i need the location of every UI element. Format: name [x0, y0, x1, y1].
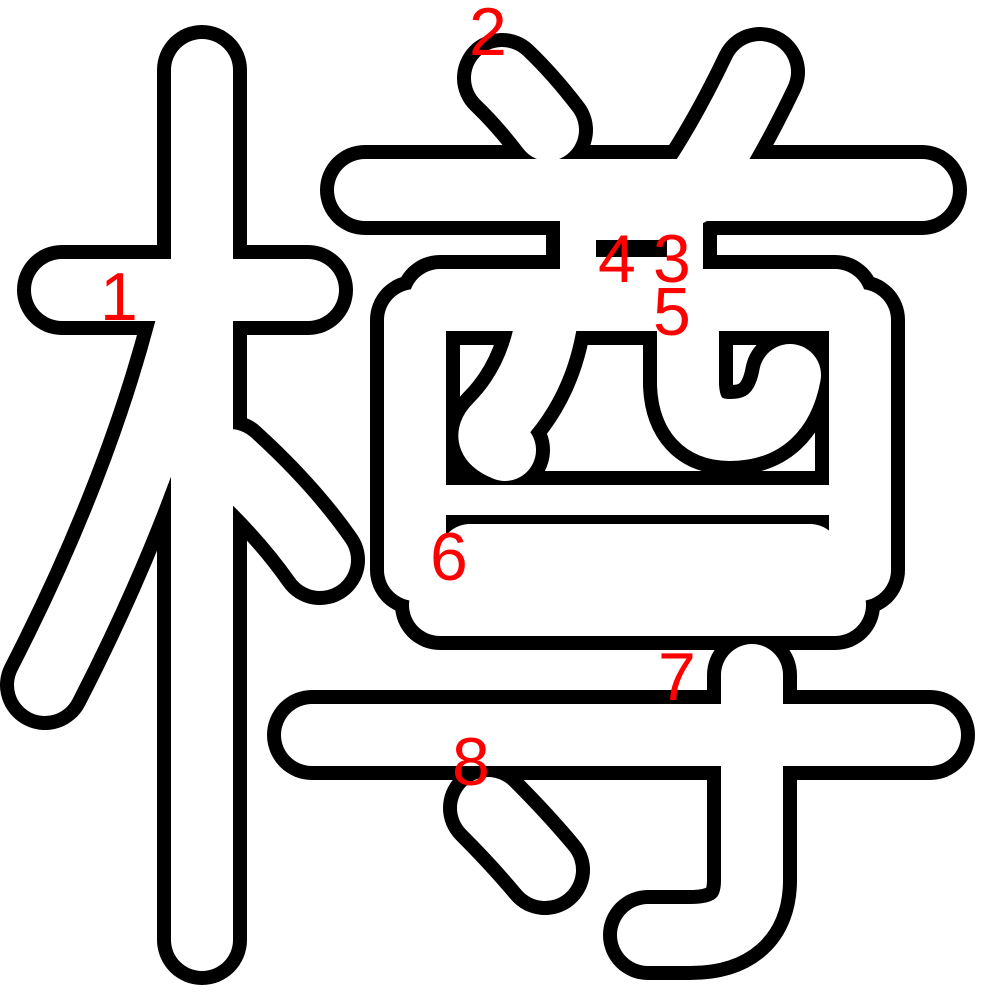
inner-curve-stroke: [458, 279, 579, 481]
stroke-number-3: 3: [653, 221, 691, 297]
stroke-number-2: 2: [469, 0, 507, 70]
inner-hook-stroke: [657, 269, 821, 461]
stroke-fill-layer: [14, 39, 961, 971]
stroke-number-labels: 1 2 3 4 5 6 7 8: [100, 0, 696, 800]
stroke-number-6: 6: [430, 519, 468, 595]
tree-left-falling-stroke: [14, 299, 216, 716]
stroke-number-4: 4: [598, 221, 636, 297]
bottom-dot-stroke: [457, 777, 576, 901]
tree-right-dot-stroke: [199, 429, 351, 591]
stroke-number-5: 5: [653, 274, 691, 350]
top-left-dot-stroke: [471, 47, 579, 161]
stroke-number-7: 7: [658, 639, 696, 715]
stroke-number-8: 8: [452, 724, 490, 800]
bottom-vertical-hook-stroke: [617, 644, 783, 966]
stroke-number-1: 1: [100, 259, 138, 335]
